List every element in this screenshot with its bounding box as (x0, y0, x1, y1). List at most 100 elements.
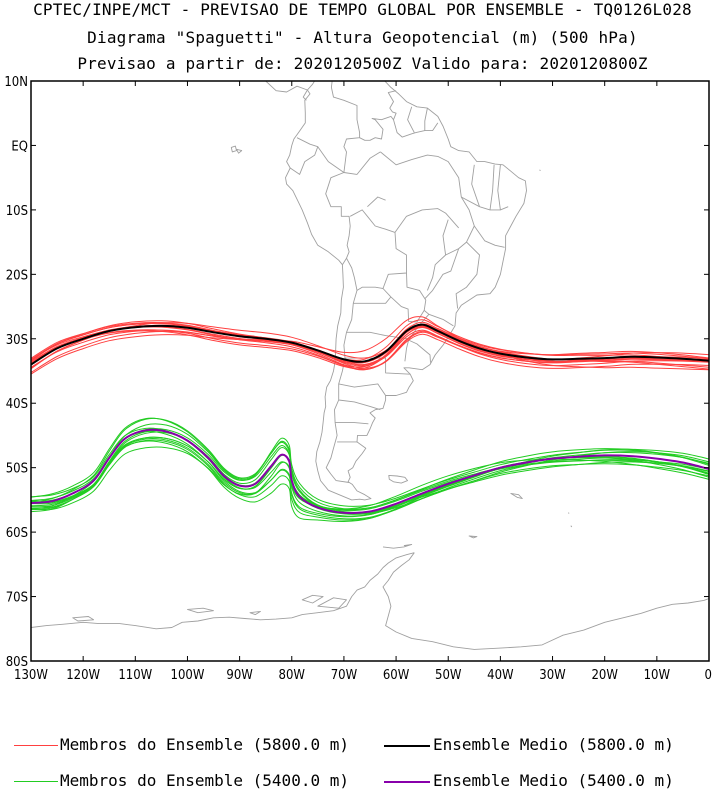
member-contour-5400 (31, 423, 709, 515)
legend-swatch-mean-5400 (384, 781, 430, 783)
coast-south-orkney (468, 535, 478, 539)
member-contour-5800 (31, 316, 709, 375)
country-border (394, 208, 460, 233)
country-border (473, 225, 505, 248)
legend-swatch-mean-5800 (384, 745, 430, 747)
legend-swatch-member-5400 (14, 781, 58, 782)
lon-label: 110W (118, 668, 152, 683)
coast-galapagos (236, 148, 243, 154)
country-border (442, 219, 449, 256)
country-border (424, 248, 460, 300)
country-border (346, 209, 407, 291)
coast-antarctica-weddell (382, 552, 709, 650)
coast-thurston-island (187, 607, 214, 614)
lon-label: 10W (644, 668, 671, 683)
mean-contour-5400 (31, 428, 709, 515)
country-border (382, 272, 427, 323)
mean-contour-5800 (31, 323, 709, 366)
coast-charcot-island (301, 594, 324, 604)
country-border (353, 296, 392, 304)
lon-label: 100W (171, 668, 205, 683)
member-contour-5400 (31, 427, 709, 517)
country-border (489, 164, 495, 210)
coast-falklands (388, 474, 409, 484)
country-border (497, 164, 501, 210)
lon-label: 80W (279, 668, 306, 683)
lat-label: 40S (6, 397, 28, 412)
coast-antarctic-island (249, 610, 261, 616)
member-contour-5400 (31, 446, 709, 511)
lon-label: 50W (435, 668, 462, 683)
country-border (387, 90, 439, 138)
legend-label-mean-5400: Ensemble Medio (5400.0 m) (433, 771, 674, 790)
country-border (289, 137, 319, 175)
country-border (302, 89, 308, 101)
lon-label: 20W (591, 668, 618, 683)
lon-label: 70W (331, 668, 358, 683)
member-contour-5400 (31, 417, 709, 515)
country-border (346, 331, 408, 340)
lon-label: 120W (66, 668, 100, 683)
map-frame (30, 80, 710, 662)
country-border (317, 146, 351, 265)
member-contour-5400 (31, 431, 709, 513)
latitude-axis: 10N EQ 10S 20S 30S 40S 50S 60S 70S 80S (4, 75, 709, 670)
country-border (407, 106, 415, 133)
legend-label-mean-5800: Ensemble Medio (5800.0 m) (433, 735, 674, 754)
lat-label: EQ (11, 139, 28, 154)
coast-antarctica-west (31, 552, 415, 630)
title-line-3: Previsao a partir de: 2020120500Z Valido… (77, 54, 648, 73)
lat-label: 60S (6, 526, 28, 541)
country-border (338, 383, 386, 396)
member-contour-5400 (31, 417, 709, 510)
legend-swatch-member-5800 (14, 745, 58, 746)
member-contour-5800 (31, 329, 709, 373)
longitude-axis: 130W 120W 110W 100W 90W 80W 70W 60W 50W 40W 30W 20W… (14, 81, 712, 683)
coast-island (567, 512, 570, 514)
lon-label: 60W (383, 668, 410, 683)
coast-south-shetland (382, 543, 413, 549)
country-border (325, 290, 358, 483)
country-border (367, 196, 386, 208)
coast-south-georgia (510, 492, 523, 500)
coast-south-america (285, 81, 527, 501)
coast-galapagos (230, 145, 237, 153)
coast-island (570, 525, 573, 528)
coast-central-america-pacific (265, 81, 308, 93)
coast-island (539, 169, 541, 171)
legend-label-member-5800: Membros do Ensemble (5800.0 m) (60, 735, 349, 754)
legend-label-member-5400: Membros do Ensemble (5400.0 m) (60, 771, 349, 790)
member-contour-5800 (31, 323, 709, 368)
country-border (380, 151, 475, 291)
lat-label: 70S (6, 591, 28, 606)
member-contour-5800 (31, 323, 709, 370)
country-border (343, 151, 381, 175)
country-border (359, 115, 394, 141)
lon-label: 40W (487, 668, 514, 683)
coast-antarctic-island (72, 616, 95, 622)
country-border (424, 108, 428, 131)
lat-label: 20S (6, 268, 28, 283)
lon-label: 0 (705, 668, 712, 683)
country-border (330, 81, 361, 173)
coast-alexander-island (317, 597, 347, 609)
country-border (455, 241, 480, 309)
title-line-2: Diagrama "Spaguetti" - Altura Geopotenci… (87, 28, 638, 47)
lat-label: 10S (6, 204, 28, 219)
lat-label: 30S (6, 333, 28, 348)
lon-label: 130W (14, 668, 48, 683)
member-contour-5400 (31, 428, 709, 507)
lon-label: 30W (539, 668, 566, 683)
contour-lines (31, 316, 709, 523)
country-border (338, 399, 381, 411)
lat-label: 50S (6, 462, 28, 477)
country-border (428, 313, 454, 327)
lat-label: 10N (4, 75, 28, 90)
country-border (335, 422, 369, 425)
country-border (408, 339, 431, 363)
country-border (471, 164, 480, 207)
title-line-1: CPTEC/INPE/MCT - PREVISAO DE TEMPO GLOBA… (33, 0, 692, 19)
lat-label: 80S (6, 655, 28, 670)
lon-label: 90W (226, 668, 253, 683)
